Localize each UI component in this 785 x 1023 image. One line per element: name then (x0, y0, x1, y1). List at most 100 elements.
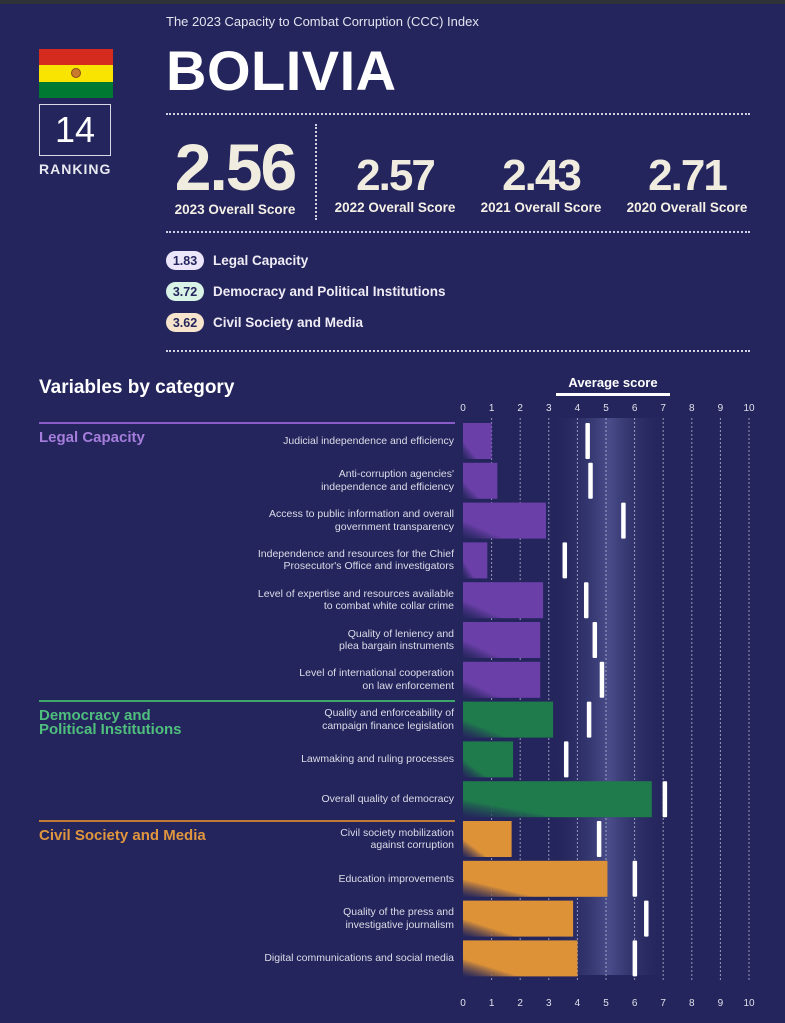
divider-middle (166, 231, 750, 233)
bolivia-flag-icon (39, 49, 113, 98)
index-subtitle: The 2023 Capacity to Combat Corruption (… (166, 14, 479, 29)
score-2022-label: 2022 Overall Score (334, 200, 456, 215)
average-marker-6 (599, 661, 605, 698)
variable-label: Digital communications and social media (224, 952, 454, 965)
variable-label-line: Digital communications and social media (264, 952, 454, 965)
average-marker-7 (586, 701, 592, 738)
score-pill: 1.83 (166, 251, 204, 270)
variable-label-line: plea bargain instruments (339, 640, 454, 652)
x-tick-bottom-8: 8 (689, 998, 695, 1009)
average-marker-12 (644, 900, 649, 937)
score-2021-value: 2.43 (502, 151, 582, 200)
variable-label: Anti-corruption agencies' independence an… (224, 468, 454, 493)
x-tick-bottom-10: 10 (743, 998, 755, 1009)
x-tick-bottom-0: 0 (460, 998, 466, 1009)
variable-label: Level of expertise and resources availab… (224, 588, 454, 613)
category-rule (39, 820, 455, 822)
variable-label-line: independence and efficiency (321, 480, 454, 493)
score-2023-label: 2023 Overall Score (174, 202, 296, 217)
variable-label: Overall quality of democracy (224, 793, 454, 806)
category-label-line: Civil Society and Media (39, 827, 206, 844)
variable-label-line: Lawmaking and ruling processes (301, 753, 454, 766)
x-tick-top-9: 9 (718, 403, 724, 414)
score-2022: 2.57 2022 Overall Score (328, 151, 462, 216)
variable-label: Independence and resources for the Chief… (224, 548, 454, 573)
variable-label-line: Quality of the press and (343, 906, 454, 919)
average-marker-5 (592, 622, 598, 658)
category-rule (39, 422, 455, 424)
divider-top (166, 113, 750, 115)
x-tick-top-0: 0 (460, 403, 466, 414)
average-marker-4 (583, 582, 589, 619)
ranking-value: 14 (54, 109, 96, 150)
x-tick-top-1: 1 (489, 403, 495, 414)
x-tick-top-2: 2 (517, 403, 523, 414)
score-2021-label: 2021 Overall Score (480, 200, 602, 215)
bar-11 (463, 860, 608, 897)
x-tick-top-3: 3 (546, 403, 552, 414)
bar-1 (463, 462, 498, 499)
variable-label-line: on law enforcement (362, 679, 454, 692)
bar-8 (463, 741, 514, 778)
variable-label-line: to combat white collar crime (323, 600, 454, 613)
variable-label: Education improvements (224, 873, 454, 886)
score-2020: 2.71 2020 Overall Score (620, 151, 754, 216)
x-tick-top-8: 8 (689, 403, 695, 414)
variable-label-line: Access to public information and overall (268, 508, 454, 521)
x-tick-bottom-7: 7 (660, 998, 666, 1009)
average-marker-2 (621, 502, 626, 539)
score-2020-label: 2020 Overall Score (626, 200, 748, 215)
variable-label-line: Quality and enforceability of (324, 707, 454, 720)
average-marker-8 (563, 741, 569, 778)
variable-label-line: Level of expertise and resources availab… (257, 587, 454, 600)
variable-label-line: Education improvements (338, 872, 454, 885)
average-score-label: Average score (568, 375, 658, 390)
bar-4 (463, 582, 544, 619)
variable-label: Quality and enforceability of campaign fi… (224, 707, 454, 732)
average-score-underline (556, 393, 670, 396)
bar-3 (463, 542, 488, 579)
coat-of-arms-icon (71, 68, 81, 78)
x-tick-bottom-5: 5 (603, 998, 609, 1009)
variable-label-line: Level of international cooperation (299, 667, 454, 680)
variable-label-line: Overall quality of democracy (321, 792, 454, 805)
variable-label-line: Judicial independence and efficiency (283, 434, 454, 447)
x-tick-top-5: 5 (603, 403, 609, 414)
score-2020-value: 2.71 (648, 151, 728, 200)
bar-13 (463, 940, 578, 977)
category-rule (39, 700, 455, 702)
score-2022-value: 2.57 (356, 151, 436, 200)
average-marker-10 (596, 821, 602, 857)
category-label: Civil Society and Media (39, 827, 206, 844)
bar-0 (463, 423, 492, 459)
category-summary-democracy: 3.72 Democracy and Political Institution… (166, 282, 446, 301)
average-marker-9 (662, 781, 668, 818)
category-summary-civil: 3.62 Civil Society and Media (166, 313, 363, 332)
variable-label-line: investigative journalism (345, 918, 454, 931)
variable-label: Civil society mobilization against corrup… (224, 827, 454, 852)
category-label-line: Political Institutions (39, 721, 182, 738)
average-marker-13 (632, 940, 638, 977)
variable-label: Quality of the press and investigative jo… (224, 906, 454, 931)
country-title: BOLIVIA (166, 39, 397, 102)
x-tick-top-6: 6 (632, 403, 638, 414)
divider-vertical (315, 124, 317, 220)
variable-label: Judicial independence and efficiency (224, 435, 454, 448)
x-tick-bottom-3: 3 (546, 998, 552, 1009)
category-label: Legal Capacity (39, 429, 145, 446)
variable-label: Access to public information and overall… (224, 508, 454, 533)
x-tick-top-7: 7 (660, 403, 666, 414)
variable-label: Lawmaking and ruling processes (224, 753, 454, 766)
window-top-bar (0, 0, 785, 4)
bar-7 (463, 701, 554, 738)
bar-9 (463, 781, 652, 818)
score-pill: 3.62 (166, 313, 204, 332)
category-label-line: Legal Capacity (39, 429, 145, 446)
average-marker-0 (585, 423, 590, 459)
variable-label-line: Civil society mobilization (340, 826, 454, 839)
x-tick-bottom-4: 4 (575, 998, 581, 1009)
category-name: Democracy and Political Institutions (213, 284, 446, 299)
average-marker-11 (632, 860, 638, 897)
bar-5 (463, 622, 541, 658)
score-2023-value: 2.56 (174, 130, 297, 204)
